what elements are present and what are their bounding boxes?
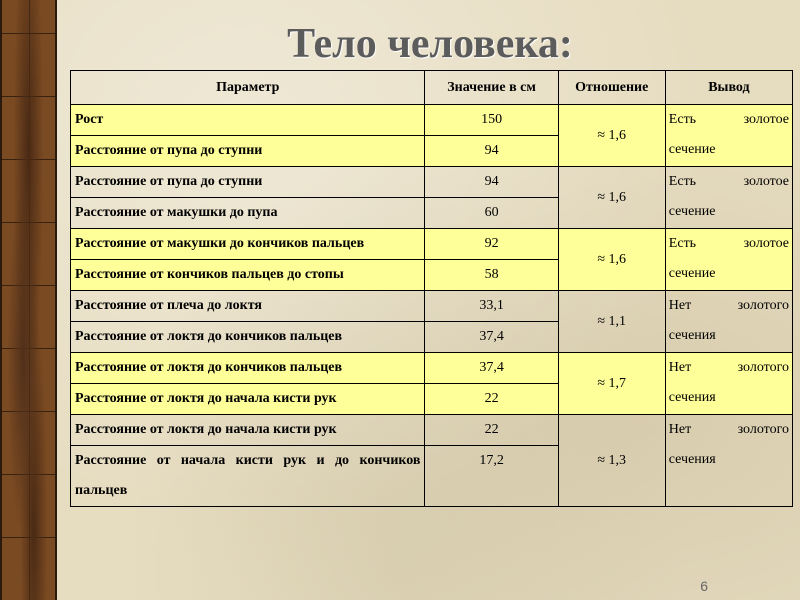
value-cell: 17,2: [424, 445, 559, 507]
parameter-cell: Расстояние от локтя до кончиков пальцев: [69, 352, 426, 384]
header-ratio: Отношение: [557, 70, 666, 105]
parameter-cell: Расстояние от локтя до кончиков пальцев: [69, 321, 426, 353]
ratio-cell: ≈ 1,6: [557, 228, 666, 291]
ratio-cell: ≈ 1,3: [557, 414, 666, 507]
parameter-cell: Расстояние от локтя до начала кисти рук: [69, 383, 426, 415]
table-row: Расстояние от локтя до начала кисти рук 2…: [69, 414, 794, 507]
header-conclusion: Вывод: [664, 70, 794, 105]
header-value: Значение в см: [424, 70, 559, 105]
value-cell: 33,1: [424, 290, 559, 322]
body-proportions-table: Параметр Значение в см Отношение Вывод Р…: [69, 70, 794, 507]
ratio-cell: ≈ 1,6: [557, 166, 666, 229]
value-cell: 37,4: [424, 321, 559, 353]
table-row: Расстояние от макушки до пупа 60: [69, 197, 793, 229]
header-parameter: Параметр: [69, 70, 426, 105]
parameter-cell: Расстояние от пупа до ступни: [69, 166, 426, 198]
conclusion-cell: Есть золотое сечение: [664, 104, 794, 167]
ratio-cell: ≈ 1,6: [557, 104, 666, 167]
table-row: Расстояние от макушки до кончиков пальце…: [69, 228, 794, 291]
value-cell: 60: [424, 197, 559, 229]
value-cell: 94: [424, 166, 559, 198]
table-row: Рост 150 ≈ 1,6 Есть золотое сечение: [69, 104, 794, 167]
parameter-cell: Расстояние от кончиков пальцев до стопы: [69, 259, 426, 291]
table-row: Расстояние от локтя до кончиков пальцев 3…: [69, 321, 793, 353]
page-title: Тело человека:: [287, 21, 573, 67]
parameter-cell: Расстояние от начала кисти рук и до конч…: [69, 445, 426, 507]
parameter-cell: Расстояние от локтя до начала кисти рук: [69, 414, 426, 446]
value-cell: 150: [424, 104, 559, 136]
value-cell: 22: [424, 383, 559, 415]
value-cell: 22: [424, 414, 559, 446]
conclusion-cell: Нет золотого сечения: [664, 414, 794, 507]
table-row: Расстояние от кончиков пальцев до стопы 5…: [69, 259, 793, 291]
decorative-sidebar: [0, 0, 57, 600]
conclusion-cell: Есть золотое сечение: [664, 228, 794, 291]
parameter-cell: Расстояние от пупа до ступни: [69, 135, 426, 167]
conclusion-cell: Нет золотого сечения: [664, 352, 794, 415]
table-header-row: Параметр Значение в см Отношение Вывод: [69, 70, 794, 105]
ratio-cell: ≈ 1,1: [557, 290, 666, 353]
table-row: Расстояние от плеча до локтя 33,1 ≈ 1,1 Нет…: [69, 290, 794, 353]
value-cell: 37,4: [424, 352, 559, 384]
parameter-cell: Расстояние от макушки до кончиков пальце…: [69, 228, 426, 260]
table-row: Расстояние от локтя до начала кисти рук 2…: [69, 383, 793, 415]
parameter-cell: Рост: [69, 104, 426, 136]
table-row: Расстояние от начала кисти рук и до конч…: [69, 445, 793, 507]
value-cell: 58: [424, 259, 559, 291]
slide-number: 6: [700, 578, 708, 594]
conclusion-cell: Есть золотое сечение: [664, 166, 794, 229]
table-row: Расстояние от пупа до ступни 94: [69, 135, 793, 167]
table-row: Расстояние от пупа до ступни 94 ≈ 1,6 Есть …: [69, 166, 794, 229]
ratio-cell: ≈ 1,7: [557, 352, 666, 415]
parameter-cell: Расстояние от макушки до пупа: [69, 197, 426, 229]
table-row: Расстояние от локтя до кончиков пальцев 3…: [69, 352, 794, 415]
value-cell: 94: [424, 135, 559, 167]
parameter-cell: Расстояние от плеча до локтя: [69, 290, 426, 322]
value-cell: 92: [424, 228, 559, 260]
conclusion-cell: Нет золотого сечения: [664, 290, 794, 353]
